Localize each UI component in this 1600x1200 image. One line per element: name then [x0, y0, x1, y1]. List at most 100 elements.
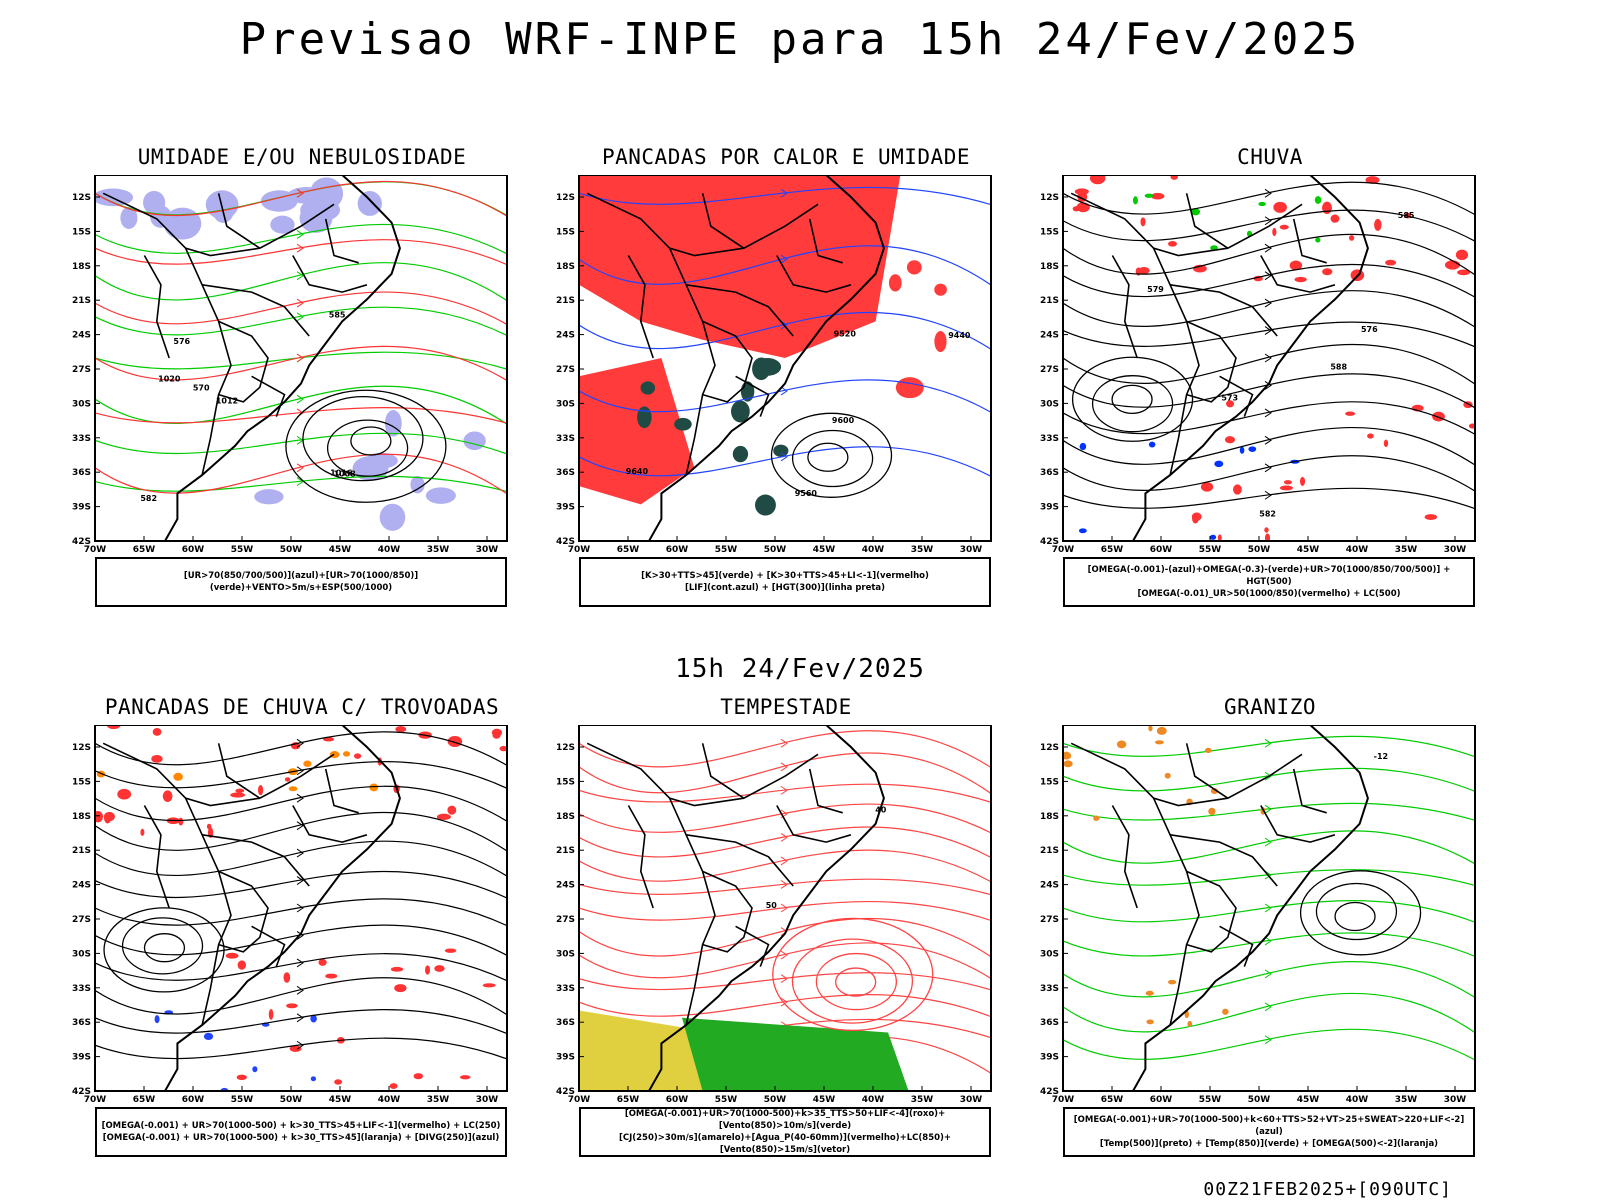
lon-label: 40W: [862, 545, 885, 555]
humidity-area: [410, 476, 425, 494]
country-border: [184, 797, 232, 1026]
lon-label: 35W: [1395, 545, 1418, 555]
precip-cell: [343, 751, 350, 757]
lat-label: 12S: [1040, 193, 1059, 203]
map-canvas: 1008 1012 1016 1020 576 570 582 585 12S 15S 18S 21S…: [72, 175, 508, 555]
omega-area: [1063, 760, 1073, 768]
humidity-contour: [95, 385, 507, 425]
omega-area: [1093, 815, 1100, 821]
flow-arrow: [1264, 1002, 1272, 1012]
lat-label: 24S: [72, 331, 91, 341]
streamline: [1063, 209, 1475, 242]
lon-label: 40W: [862, 1095, 885, 1105]
country-border: [776, 805, 852, 843]
contour-label: 576: [1361, 325, 1378, 334]
omega-area: [1156, 726, 1167, 735]
precip-cell: [288, 786, 298, 792]
country-border: [627, 805, 654, 909]
flow-arrow: [296, 738, 304, 748]
precip-cell: [1170, 175, 1178, 180]
precip-cell: [1294, 276, 1307, 283]
country-border: [1185, 743, 1229, 799]
lat-label: 24S: [72, 881, 91, 891]
flow-arrow: [1264, 243, 1272, 253]
country-border: [292, 255, 368, 293]
lon-label: 40W: [1346, 1095, 1369, 1105]
map-frame: [94, 725, 508, 1092]
streamline: [103, 907, 225, 993]
precip-cell: [1424, 514, 1438, 520]
flow-arrow: [296, 1040, 304, 1050]
legend-box: [OMEGA(-0.001) + UR>70(1000-500) + k>30_…: [95, 1107, 507, 1157]
streamline: [95, 898, 507, 927]
lat-label: 21S: [1040, 296, 1059, 306]
instability-area: [906, 260, 922, 275]
humidity-area: [357, 191, 382, 216]
streamline: [95, 953, 507, 982]
water-contour: [579, 994, 991, 1018]
country-border: [1169, 834, 1278, 887]
flow-arrow: [1264, 408, 1272, 418]
legend-line: [CJ(250)>30m/s](amarelo)+[Agua_P(40-60mm…: [618, 1133, 952, 1155]
contour-label: 1016: [330, 468, 353, 477]
precip-cell: [1239, 446, 1245, 454]
precip-cell: [1217, 534, 1222, 541]
precip-cell: [1132, 196, 1138, 205]
lat-label: 36S: [556, 1018, 575, 1028]
country-border: [292, 805, 368, 843]
lon-label: 30W: [476, 1095, 499, 1105]
lat-label: 15S: [556, 227, 575, 237]
contour-label: 585: [329, 310, 346, 319]
precip-cell: [1168, 240, 1177, 247]
lon-label: 70W: [84, 545, 107, 555]
legend-line: [Temp(500)](preto) + [Temp(850)](verde) …: [1099, 1139, 1439, 1149]
temp-850-contour: [1063, 992, 1475, 1034]
flow-arrow: [780, 188, 788, 198]
lat-label: 42S: [1040, 537, 1059, 547]
precip-cell: [284, 777, 291, 782]
country-border: [1152, 247, 1200, 476]
contour-label: 579: [1147, 285, 1164, 294]
precip-cell: [447, 735, 463, 747]
lat-label: 36S: [72, 1018, 91, 1028]
panel-title: UMIDADE E/OU NEBULOSIDADE: [137, 145, 467, 169]
precip-cell: [325, 973, 338, 979]
omega-area: [1205, 747, 1212, 754]
lat-label: 30S: [1040, 949, 1059, 959]
flow-arrow: [1264, 738, 1272, 748]
flow-arrow: [780, 386, 788, 396]
lon-label: 35W: [911, 1095, 934, 1105]
lat-label: 12S: [72, 193, 91, 203]
lat-label: 15S: [72, 227, 91, 237]
convection-area: [731, 400, 750, 423]
thickness-contour: [95, 453, 507, 495]
lon-label: 60W: [182, 545, 205, 555]
lon-label: 35W: [427, 1095, 450, 1105]
panel-pancadas-calor: PANCADAS POR CALOR E UMIDADE 9600 9640 956…: [546, 145, 1026, 645]
precip-cell: [289, 1045, 302, 1052]
legend-line: [OMEGA(-0.001) + UR>70(1000-500) + k>30_…: [101, 1121, 501, 1131]
precip-cell: [395, 726, 407, 733]
country-border: [1152, 797, 1200, 1026]
lat-label: 42S: [556, 1087, 575, 1097]
country-border: [217, 743, 261, 799]
lat-label: 33S: [1040, 434, 1059, 444]
flow-arrow: [1264, 870, 1272, 880]
precip-cell: [318, 958, 327, 966]
water-contour: [579, 900, 991, 922]
legend-line: [LIF](cont.azul) + [HGT(300)](linha pret…: [684, 583, 886, 593]
streamline: [1063, 263, 1475, 298]
country-border: [218, 320, 269, 403]
lon-label: 65W: [1101, 545, 1124, 555]
lat-label: 42S: [556, 537, 575, 547]
streamline: [95, 1037, 507, 1060]
lat-label: 27S: [72, 365, 91, 375]
map-tempestade: 40 50 12S 15S 18S 21S 24S 27S 30S 33S 36S 39S 42S 70W…: [546, 725, 1026, 1165]
lat-label: 12S: [1040, 743, 1059, 753]
lon-label: 30W: [1444, 1095, 1467, 1105]
precip-cell: [310, 1014, 317, 1023]
flow-arrow: [296, 188, 304, 198]
lon-label: 45W: [1297, 545, 1320, 555]
lat-label: 30S: [72, 399, 91, 409]
